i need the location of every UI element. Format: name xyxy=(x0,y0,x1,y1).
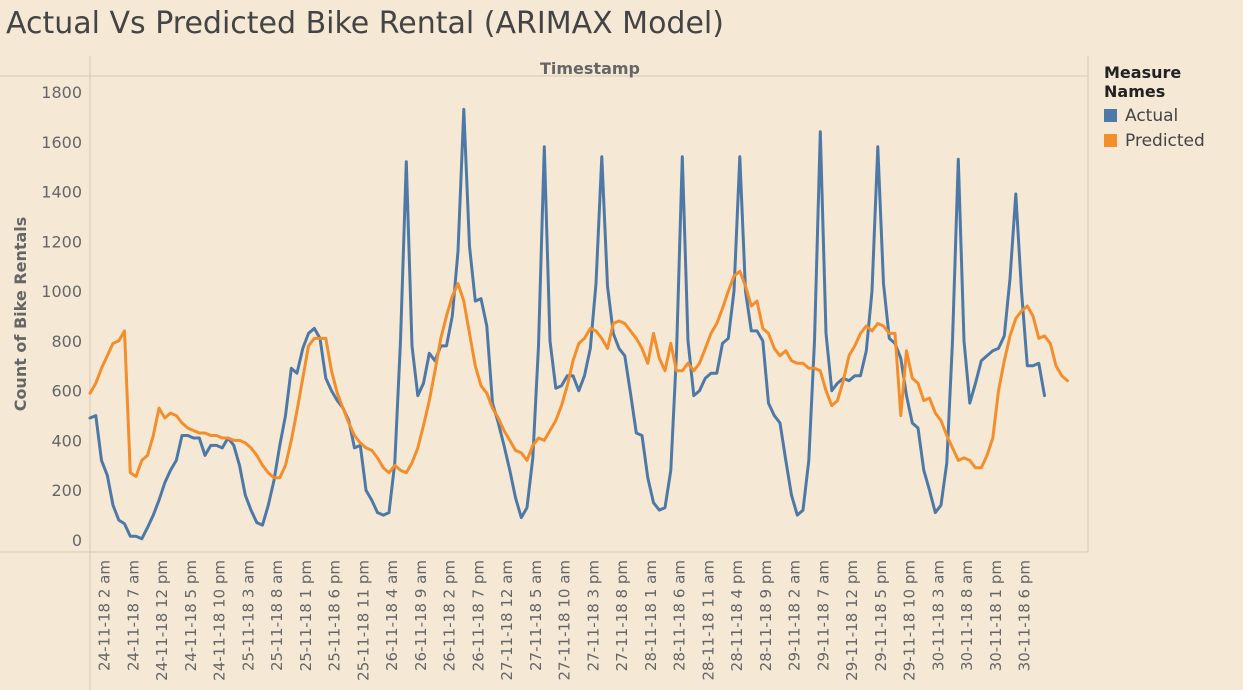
x-tick-label: 25-11-18 6 pm xyxy=(326,560,344,671)
x-tick-label: 29-11-18 10 pm xyxy=(901,560,919,681)
legend-label-actual: Actual xyxy=(1125,105,1179,126)
x-tick-label: 30-11-18 3 am xyxy=(929,560,947,671)
chart-frame xyxy=(0,56,1089,690)
series-line-actual xyxy=(88,107,1046,541)
x-tick-label: 24-11-18 10 pm xyxy=(211,560,229,681)
x-tick-label: 24-11-18 2 am xyxy=(96,560,114,671)
x-tick-label: 26-11-18 7 pm xyxy=(469,560,487,671)
x-axis-header: Timestamp xyxy=(540,59,640,78)
legend-item-predicted[interactable]: Predicted xyxy=(1104,128,1243,153)
x-tick-label: 25-11-18 1 pm xyxy=(297,560,315,671)
series-line-predicted xyxy=(88,269,1069,480)
x-tick-label: 30-11-18 8 am xyxy=(958,560,976,671)
series-lines xyxy=(88,107,1069,541)
legend-swatch-actual xyxy=(1104,109,1117,122)
legend-title: Measure Names xyxy=(1104,63,1182,101)
x-tick-label: 28-11-18 9 pm xyxy=(757,560,775,671)
x-tick-label: 28-11-18 4 pm xyxy=(728,560,746,671)
x-tick-label: 27-11-18 12 am xyxy=(498,560,516,681)
y-tick-label: 1000 xyxy=(41,282,82,301)
y-tick-label: 0 xyxy=(72,531,82,550)
x-tick-label: 26-11-18 4 am xyxy=(383,560,401,671)
x-tick-label: 29-11-18 5 pm xyxy=(872,560,890,671)
y-axis-label: Count of Bike Rentals xyxy=(11,217,30,412)
x-tick-label: 28-11-18 11 am xyxy=(699,560,717,681)
x-tick-label: 24-11-18 12 pm xyxy=(153,560,171,681)
y-tick-label: 400 xyxy=(51,431,82,450)
y-tick-label: 600 xyxy=(51,382,82,401)
x-tick-label: 25-11-18 8 am xyxy=(268,560,286,671)
x-tick-label: 29-11-18 7 am xyxy=(814,560,832,671)
x-tick-label: 26-11-18 2 pm xyxy=(441,560,459,671)
y-tick-label: 1200 xyxy=(41,232,82,251)
y-tick-label: 1600 xyxy=(41,133,82,152)
x-tick-label: 29-11-18 2 am xyxy=(786,560,804,671)
legend: Measure Names Actual Predicted xyxy=(1104,63,1243,153)
x-tick-label: 27-11-18 8 pm xyxy=(613,560,631,671)
x-tick-label: 30-11-18 6 pm xyxy=(1016,560,1034,671)
legend-swatch-predicted xyxy=(1104,134,1117,147)
x-tick-label: 28-11-18 6 am xyxy=(671,560,689,671)
x-tick-label: 27-11-18 10 am xyxy=(556,560,574,681)
y-axis-ticks: 0 200 400 600 800 1000 1200 1400 1600 1800 xyxy=(41,83,82,550)
x-tick-label: 25-11-18 3 am xyxy=(239,560,257,671)
x-tick-label: 29-11-18 12 pm xyxy=(843,560,861,681)
y-tick-label: 1400 xyxy=(41,183,82,202)
x-tick-label: 24-11-18 5 pm xyxy=(182,560,200,671)
x-tick-label: 27-11-18 3 pm xyxy=(584,560,602,671)
page-title: Actual Vs Predicted Bike Rental (ARIMAX … xyxy=(6,6,724,41)
x-tick-label: 25-11-18 11 pm xyxy=(354,560,372,681)
y-tick-label: 200 xyxy=(51,481,82,500)
x-tick-label: 26-11-18 9 am xyxy=(412,560,430,671)
y-tick-label: 800 xyxy=(51,332,82,351)
x-axis-ticks: 24-11-18 2 am 24-11-18 7 am 24-11-18 12 pm… xyxy=(96,560,1034,681)
x-tick-label: 30-11-18 1 pm xyxy=(987,560,1005,671)
x-tick-label: 24-11-18 7 am xyxy=(124,560,142,671)
legend-item-actual[interactable]: Actual xyxy=(1104,103,1243,128)
x-tick-label: 28-11-18 1 am xyxy=(642,560,660,671)
legend-label-predicted: Predicted xyxy=(1125,130,1205,151)
y-tick-label: 1800 xyxy=(41,83,82,102)
x-tick-label: 27-11-18 5 am xyxy=(527,560,545,671)
